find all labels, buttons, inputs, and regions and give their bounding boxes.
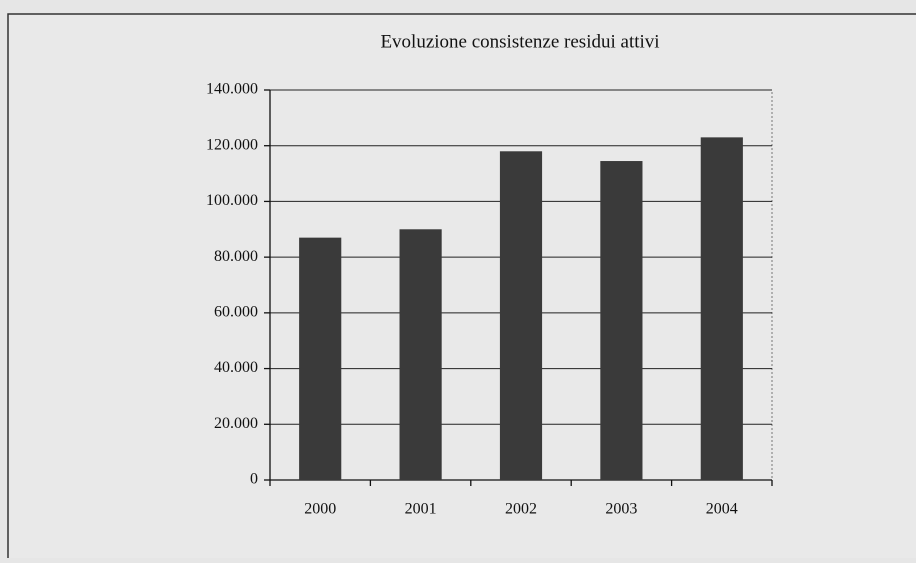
chart-title: Evoluzione consistenze residui attivi (380, 31, 659, 52)
y-tick-label: 80.000 (214, 248, 258, 265)
y-tick-label: 0 (250, 471, 258, 488)
y-tick-label: 120.000 (206, 136, 258, 153)
x-tick-label: 2000 (304, 501, 336, 518)
y-tick-label: 60.000 (214, 304, 258, 321)
y-tick-label: 20.000 (214, 415, 258, 432)
x-tick-label: 2004 (706, 501, 738, 518)
y-tick-label: 140.000 (206, 81, 258, 98)
y-tick-label: 100.000 (206, 192, 258, 209)
bar (700, 137, 743, 480)
bar (600, 161, 643, 481)
x-tick-label: 2003 (605, 501, 637, 518)
bar (299, 237, 342, 480)
x-tick-label: 2001 (405, 501, 437, 518)
bar (499, 151, 543, 481)
chart-frame (7, 13, 916, 563)
bar (399, 229, 442, 480)
y-tick-label: 40.000 (214, 359, 258, 376)
x-tick-label: 2002 (505, 501, 537, 518)
